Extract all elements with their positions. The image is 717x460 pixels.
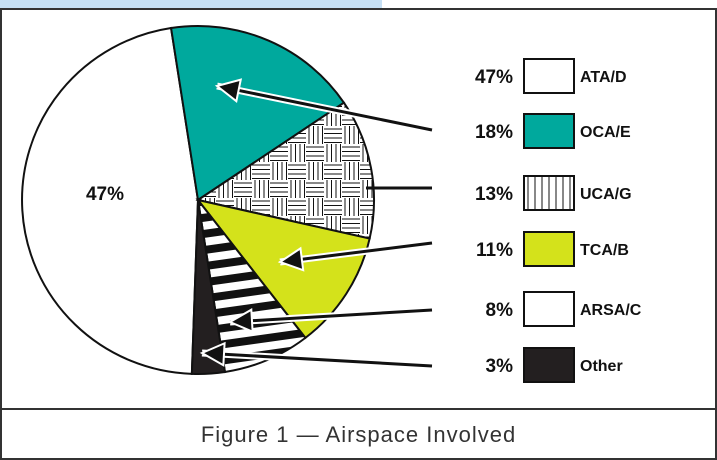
- legend-swatch: [524, 114, 574, 148]
- pie-slices: 47%: [22, 26, 374, 374]
- legend-swatch: [524, 59, 574, 93]
- figure-caption: Figure 1 — Airspace Involved: [0, 409, 717, 460]
- legend-percent: 3%: [486, 356, 514, 377]
- legend-label: ARSA/C: [580, 302, 642, 319]
- legend: 47% ATA/D 18% OCA/E 13% UCA/G 11% TCA/B 8% ARSA/C…: [475, 59, 642, 382]
- legend-item-other: 3% Other: [486, 348, 623, 382]
- legend-percent: 13%: [475, 184, 513, 205]
- legend-label: TCA/B: [580, 242, 629, 259]
- legend-swatch: [524, 292, 574, 326]
- legend-swatch: [524, 232, 574, 266]
- legend-item-oca-e: 18% OCA/E: [475, 114, 631, 148]
- legend-percent: 11%: [476, 240, 513, 261]
- legend-label: Other: [580, 358, 623, 375]
- legend-percent: 47%: [475, 67, 513, 88]
- accent-strip: [0, 0, 382, 9]
- legend-percent: 18%: [475, 122, 513, 143]
- legend-item-arsa-c: 8% ARSA/C: [486, 292, 642, 326]
- in-pie-label: 47%: [86, 184, 124, 205]
- legend-swatch: [524, 176, 574, 210]
- legend-label: UCA/G: [580, 186, 632, 203]
- legend-item-uca-g: 13% UCA/G: [475, 176, 632, 210]
- legend-swatch: [524, 348, 574, 382]
- legend-percent: 8%: [486, 300, 514, 321]
- legend-item-tca-b: 11% TCA/B: [476, 232, 629, 266]
- legend-label: ATA/D: [580, 69, 627, 86]
- legend-label: OCA/E: [580, 124, 631, 141]
- legend-item-ata-d: 47% ATA/D: [475, 59, 627, 93]
